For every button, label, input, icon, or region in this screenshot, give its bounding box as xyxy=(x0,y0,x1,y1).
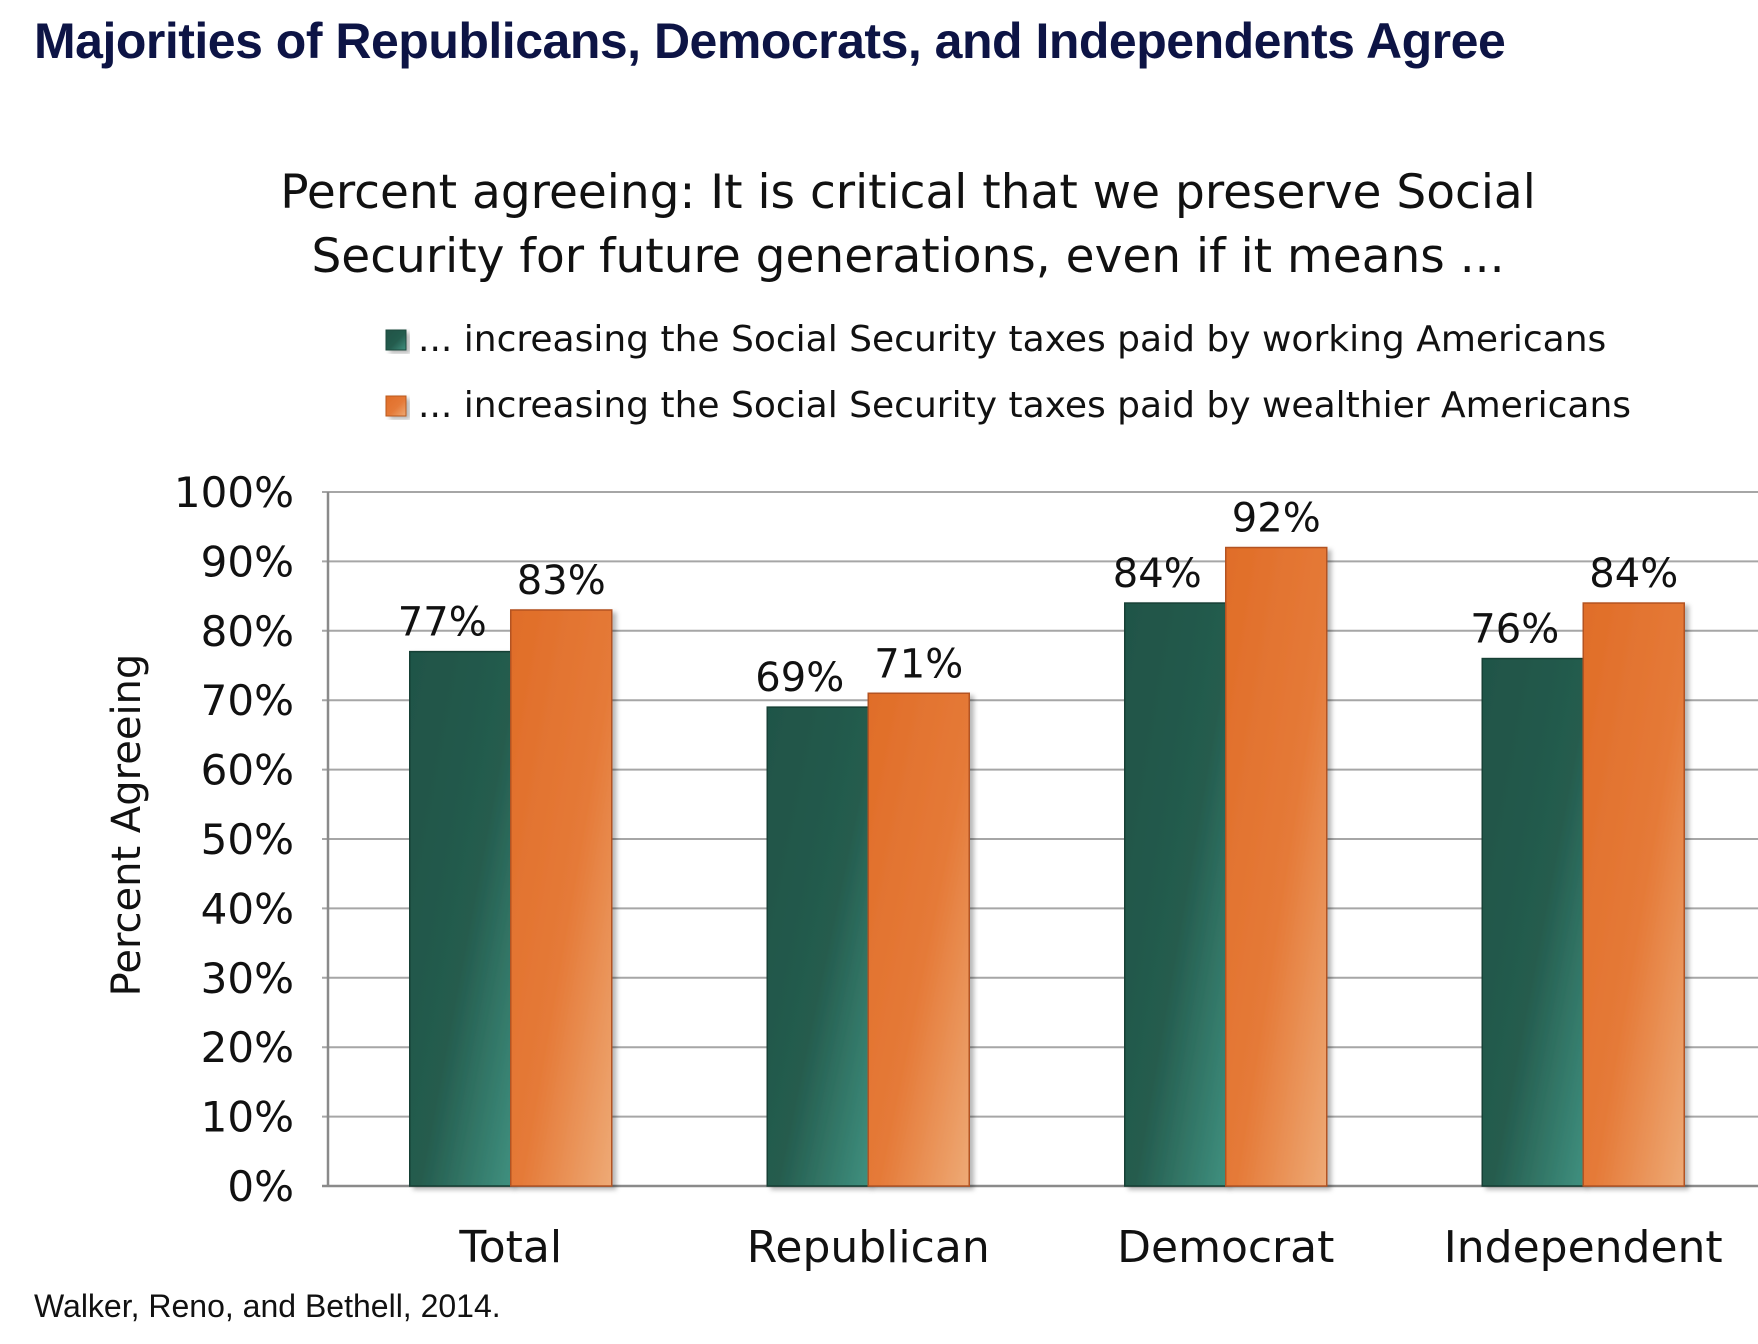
y-tick-label: 60% xyxy=(201,746,294,795)
bar-working xyxy=(766,706,869,1187)
legend-swatch-working xyxy=(385,329,407,351)
chart-title-line-2: Security for future generations, even if… xyxy=(311,229,1504,284)
y-axis-ticks: 0% 10% 20% 30% 40% 50% 60% 70% 80% 90% 100% xyxy=(174,468,294,1211)
y-tick-label: 40% xyxy=(201,884,294,933)
bar-wealthier xyxy=(510,609,613,1187)
page-headline: Majorities of Republicans, Democrats, an… xyxy=(34,13,1506,69)
bar-wealthier xyxy=(867,692,970,1187)
data-label: 84% xyxy=(1113,551,1202,597)
x-category-label: Democrat xyxy=(1117,1222,1334,1273)
source-citation: Walker, Reno, and Bethell, 2014. xyxy=(34,1288,501,1324)
y-tick-label: 10% xyxy=(201,1093,294,1142)
x-axis-categories: Total Republican Democrat Independent xyxy=(458,1222,1722,1273)
x-category-label: Independent xyxy=(1444,1222,1723,1273)
chart-title-line-1: Percent agreeing: It is critical that we… xyxy=(280,165,1536,220)
y-tick-label: 30% xyxy=(201,954,294,1003)
data-label: 77% xyxy=(398,600,487,646)
data-label: 69% xyxy=(755,655,844,701)
data-labels: 77% 83% 69% 71% 84% 92% 76% 84% xyxy=(398,496,1678,702)
bar-wealthier xyxy=(1225,546,1328,1187)
y-tick-label: 90% xyxy=(201,537,294,586)
legend-label-wealthier: ... increasing the Social Security taxes… xyxy=(418,385,1631,426)
legend-swatch-wealthier xyxy=(385,395,407,417)
legend-label-working: ... increasing the Social Security taxes… xyxy=(418,319,1606,360)
legend-entry-wealthier: ... increasing the Social Security taxes… xyxy=(385,385,1631,426)
bar-working xyxy=(409,650,512,1187)
chart-title: Percent agreeing: It is critical that we… xyxy=(280,165,1536,284)
bars xyxy=(409,546,1685,1187)
bar-working xyxy=(1124,602,1227,1187)
y-tick-label: 100% xyxy=(174,468,294,517)
y-tick-label: 20% xyxy=(201,1023,294,1072)
x-category-label: Total xyxy=(458,1222,562,1273)
y-tick-label: 80% xyxy=(201,607,294,656)
y-axis-label: Percent Agreeing xyxy=(104,654,150,997)
bar-wealthier xyxy=(1582,602,1685,1187)
data-label: 84% xyxy=(1589,551,1678,597)
x-category-label: Republican xyxy=(747,1222,990,1273)
data-label: 83% xyxy=(517,558,606,604)
y-tick-label: 0% xyxy=(227,1162,294,1211)
legend-entry-working: ... increasing the Social Security taxes… xyxy=(385,319,1606,360)
legend: ... increasing the Social Security taxes… xyxy=(385,319,1631,426)
bar-working xyxy=(1481,657,1584,1187)
data-label: 71% xyxy=(874,641,963,687)
data-label: 92% xyxy=(1232,496,1321,542)
data-label: 76% xyxy=(1470,607,1559,653)
y-tick-label: 50% xyxy=(201,815,294,864)
y-tick-label: 70% xyxy=(201,676,294,725)
